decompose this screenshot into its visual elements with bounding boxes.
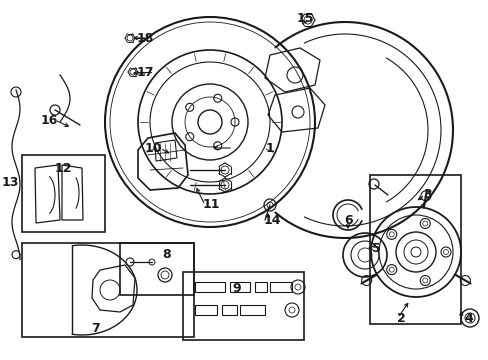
Bar	[369, 175, 460, 324]
Text: 15: 15	[296, 12, 313, 24]
Bar	[254, 282, 266, 292]
Text: 10: 10	[144, 141, 162, 154]
Bar	[240, 305, 264, 315]
Bar	[22, 243, 194, 337]
Text: 11: 11	[202, 198, 219, 211]
Text: 18: 18	[136, 31, 153, 45]
Bar	[22, 155, 105, 232]
Bar	[222, 305, 237, 315]
Text: 4: 4	[464, 311, 472, 324]
Text: 17: 17	[136, 67, 153, 80]
Text: 3: 3	[423, 189, 431, 202]
Text: 6: 6	[344, 213, 353, 226]
Text: 1: 1	[265, 141, 274, 154]
Bar	[183, 272, 304, 340]
Text: 13: 13	[1, 175, 19, 189]
Text: 8: 8	[163, 248, 171, 261]
Bar	[195, 305, 217, 315]
Text: 9: 9	[232, 282, 241, 294]
Bar	[195, 282, 224, 292]
Text: 7: 7	[91, 321, 100, 334]
Text: 5: 5	[371, 242, 380, 255]
Text: 12: 12	[54, 162, 72, 175]
Bar	[120, 243, 194, 295]
Text: 16: 16	[40, 113, 58, 126]
Bar	[269, 282, 291, 292]
Text: 14: 14	[263, 213, 280, 226]
Bar	[229, 282, 249, 292]
Text: 2: 2	[396, 311, 405, 324]
